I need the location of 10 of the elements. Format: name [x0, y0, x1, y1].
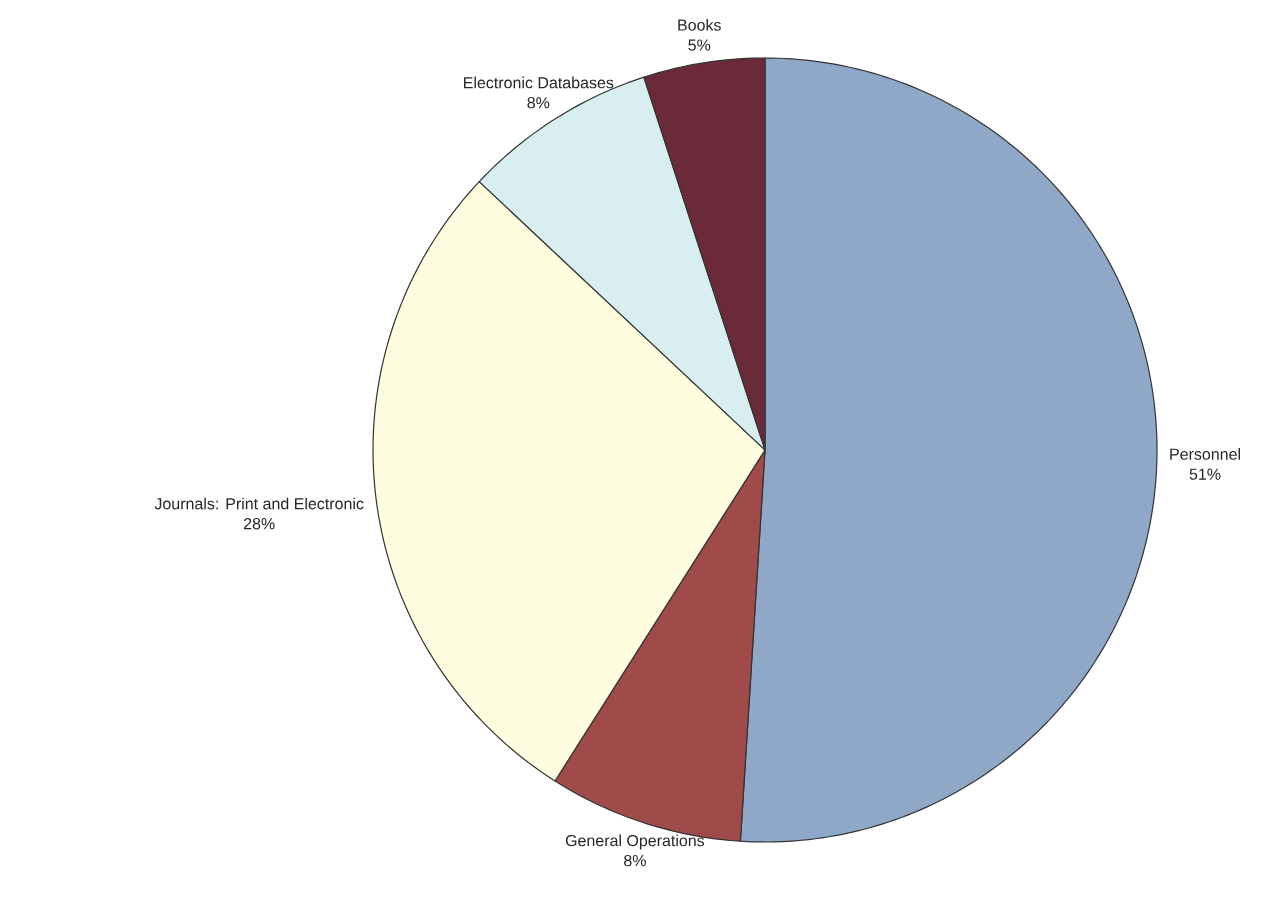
data-label: 8% [527, 97, 550, 109]
data-label: 5% [688, 39, 711, 51]
slice-label: Journals: Print and Electronic [154, 497, 364, 510]
slice-label: Books [678, 18, 721, 31]
data-label: 8% [624, 854, 646, 867]
slice-label: Personnel [1170, 448, 1240, 460]
slice-label: General Operations [565, 834, 705, 850]
data-label: 28% [243, 518, 275, 530]
slice-label: Electronic Databases [464, 76, 614, 89]
data-label: 51% [1189, 468, 1221, 480]
